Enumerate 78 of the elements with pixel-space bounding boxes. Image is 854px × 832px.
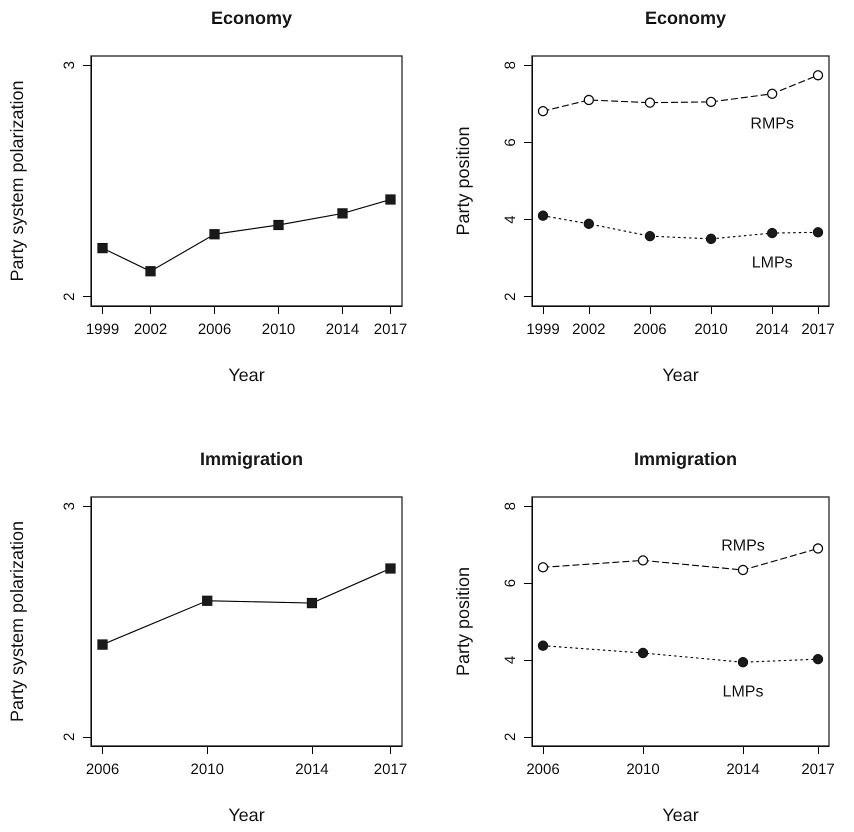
series-label: LMPs xyxy=(752,254,793,272)
point xyxy=(306,598,318,608)
y-axis-title: Party system polarization xyxy=(7,520,27,722)
series-label: RMPs xyxy=(750,115,794,132)
chart-title: Economy xyxy=(210,8,292,28)
point xyxy=(538,106,548,116)
chart-title: Immigration xyxy=(634,449,738,469)
x-tick-label: 2010 xyxy=(626,761,660,778)
point xyxy=(145,266,156,276)
y-tick-label: 2 xyxy=(61,732,78,741)
y-tick-label: 2 xyxy=(61,292,78,301)
y-tick-label: 3 xyxy=(61,502,78,510)
x-tick-label: 1999 xyxy=(526,321,560,338)
point xyxy=(97,639,108,650)
y-axis-title: Party position xyxy=(453,126,473,236)
y-tick-label: 4 xyxy=(502,656,519,664)
x-tick-label: 2006 xyxy=(86,761,120,778)
point xyxy=(97,242,108,254)
y-tick-label: 3 xyxy=(61,61,78,70)
point xyxy=(209,229,220,240)
x-tick-label: 2014 xyxy=(726,761,760,778)
x-tick-label: 1999 xyxy=(86,321,120,338)
y-tick-label: 6 xyxy=(502,578,519,588)
y-axis-title: Party position xyxy=(453,566,473,676)
x-tick-label: 2014 xyxy=(295,761,329,778)
point xyxy=(738,657,748,668)
point xyxy=(767,88,778,99)
point xyxy=(638,555,648,566)
x-tick-label: 2010 xyxy=(262,321,296,338)
y-tick-label: 8 xyxy=(502,61,519,70)
x-axis-title: Year xyxy=(228,805,265,825)
x-tick-label: 2017 xyxy=(801,321,835,338)
point xyxy=(337,208,348,219)
chart-title: Immigration xyxy=(200,449,304,469)
point xyxy=(385,563,396,574)
point xyxy=(706,234,716,244)
point xyxy=(538,640,548,651)
y-tick-label: 8 xyxy=(502,502,519,510)
point xyxy=(812,543,824,554)
point xyxy=(812,227,824,238)
chart-title: Economy xyxy=(644,8,726,28)
x-axis-title: Year xyxy=(662,805,699,825)
point xyxy=(644,98,656,108)
point xyxy=(385,194,396,205)
point xyxy=(812,70,824,80)
y-tick-label: 4 xyxy=(502,215,519,224)
point xyxy=(767,228,778,238)
point xyxy=(584,218,594,229)
y-tick-label: 2 xyxy=(502,292,519,301)
point xyxy=(584,94,594,106)
x-tick-label: 2006 xyxy=(526,761,560,778)
point xyxy=(273,220,284,230)
y-tick-label: 2 xyxy=(502,732,519,741)
series-label: LMPs xyxy=(722,684,764,701)
point xyxy=(738,564,748,576)
series-label: RMPs xyxy=(721,538,765,555)
point xyxy=(706,96,716,108)
point xyxy=(538,210,548,221)
y-tick-label: 6 xyxy=(502,138,519,147)
x-tick-label: 2010 xyxy=(190,761,224,778)
point xyxy=(202,596,212,606)
x-tick-label: 2017 xyxy=(801,761,835,778)
x-tick-label: 2014 xyxy=(755,321,789,338)
point xyxy=(644,231,656,242)
x-axis-title: Year xyxy=(662,365,699,385)
x-tick-label: 2017 xyxy=(374,321,408,338)
y-axis-title: Party system polarization xyxy=(7,80,27,282)
x-tick-label: 2006 xyxy=(198,321,232,338)
point xyxy=(638,648,648,658)
x-axis-title: Year xyxy=(228,365,265,385)
x-tick-label: 2014 xyxy=(326,321,360,338)
x-tick-label: 2010 xyxy=(694,321,728,338)
x-tick-label: 2006 xyxy=(633,321,667,338)
x-tick-label: 2002 xyxy=(572,321,606,338)
x-tick-label: 2002 xyxy=(134,321,168,338)
x-tick-label: 2017 xyxy=(374,761,408,778)
point xyxy=(538,562,548,572)
point xyxy=(812,654,824,664)
